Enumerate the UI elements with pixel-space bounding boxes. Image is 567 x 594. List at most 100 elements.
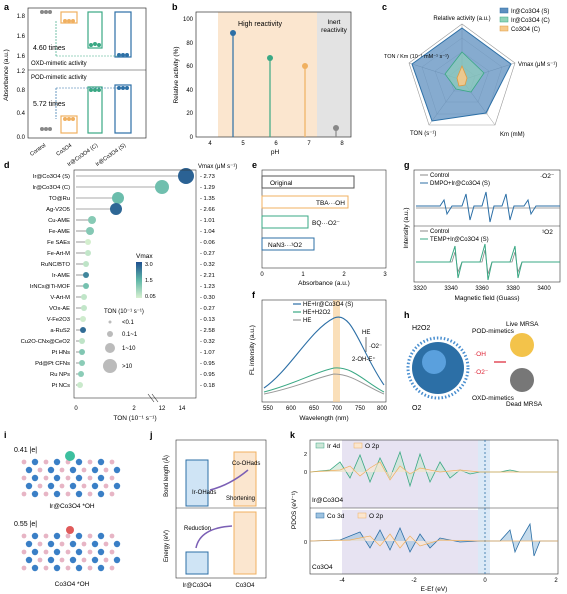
c-axis-3: TON (s⁻¹) <box>410 131 436 137</box>
k-xtick-1: -2 <box>411 578 417 584</box>
i-atom <box>91 466 99 474</box>
h-live: Live MRSA <box>506 321 539 328</box>
a-oxd-label: OXD-mimetic activity <box>31 61 87 67</box>
b-xtick-2: 6 <box>274 141 278 147</box>
d-material-label: RuNC/BTO <box>41 262 71 268</box>
i-atom <box>81 467 87 473</box>
d-points <box>77 168 194 388</box>
d-point <box>79 360 85 366</box>
d-size-dot-0 <box>108 320 112 324</box>
k-bottom-name: Co3O4 <box>312 564 333 571</box>
b-region-inert-label: Inert <box>327 19 340 26</box>
d-point <box>79 349 85 355</box>
f-legend-0: HE+Ir@Co3O4 (S) <box>303 302 353 308</box>
i-atom <box>31 458 39 466</box>
g-top-legend-0: Control <box>430 173 449 179</box>
i-atom <box>59 467 65 473</box>
d-point <box>80 316 86 322</box>
b-ytick-4: 80 <box>186 41 193 47</box>
f-xlabel: Wavelength (nm) <box>299 415 348 422</box>
d-vmax-value: - 0.13 <box>200 317 215 323</box>
e-xtick-2: 2 <box>342 272 346 278</box>
panel-label-a: a <box>4 2 10 12</box>
panel-a: a Absorbance (a.u.) 0.0 0.4 0.8 1.2 1.6 … <box>3 2 147 168</box>
d-size-label-0: <0.1 <box>122 320 135 326</box>
i-atom <box>109 491 115 497</box>
d-xlabel: TON (10⁻¹ s⁻¹) <box>113 415 156 422</box>
a-pod-box-irc <box>87 86 103 134</box>
d-vmax-value: - 0.32 <box>200 262 215 268</box>
d-vmax-value: - 2.73 <box>200 174 215 180</box>
d-vmax-value: - 1.29 <box>200 185 215 191</box>
i-atom <box>69 556 77 564</box>
i-atom <box>31 490 39 498</box>
k-top-legend-1: O 2p <box>365 443 379 450</box>
a-ytick-4: 1.6 <box>17 54 26 60</box>
b-ylabel: Relative activity (%) <box>173 46 180 103</box>
d-material-label: Fe-Art-M <box>47 251 70 257</box>
i-atom <box>87 565 93 571</box>
b-xtick-0: 4 <box>208 141 212 147</box>
i-atom <box>91 482 99 490</box>
d-xtick-2: 12 <box>159 406 166 412</box>
a-cat-0: Control <box>29 143 47 158</box>
h-dead: Dead MRSA <box>506 401 543 408</box>
i-atom <box>75 474 83 482</box>
d-size-dot-2 <box>105 343 115 353</box>
i-atom <box>31 564 39 572</box>
d-material-labels: Ir@Co3O4 (S) Ir@Co3O4 (C) TO@Ru Ag-V2O5 Cu-A… <box>21 174 71 389</box>
a-frame <box>27 7 147 139</box>
d-size-dot-3 <box>103 359 117 373</box>
e-bar-1 <box>261 195 349 209</box>
d-cbar-tick-1: 1.5 <box>145 278 153 284</box>
f-peak-band <box>333 300 340 402</box>
panel-e: e Original TBA···OH BQ···O2⁻ NaN3···¹O2 … <box>252 160 387 287</box>
b-point-3 <box>302 63 308 69</box>
b-inert-region <box>317 12 351 137</box>
d-material-label: IrNCs@Ti-MOF <box>30 284 71 290</box>
d-vmax-value: - 2.58 <box>200 328 215 334</box>
i-atom <box>97 474 105 482</box>
b-point-2 <box>267 55 273 61</box>
f-xtick-0: 550 <box>263 406 274 412</box>
i-atom <box>109 533 115 539</box>
panel-label-k: k <box>290 430 296 440</box>
i-atom <box>87 533 93 539</box>
e-xtick-1: 1 <box>301 272 305 278</box>
e-xlabel: Absorbance (a.u.) <box>298 280 350 287</box>
j-bar-bond-ir <box>185 459 209 507</box>
i-atom <box>75 490 83 498</box>
e-xtick-0: 0 <box>260 272 264 278</box>
d-vmax-value: - 0.27 <box>200 306 215 312</box>
i-atom <box>109 459 115 465</box>
c-axis-4: TON / Km (10⁻¹ mM⁻¹ s⁻¹) <box>384 54 449 60</box>
d-point <box>83 283 89 289</box>
d-point <box>81 294 87 300</box>
g-top-signal <box>416 191 560 223</box>
c-legend-swatch-0 <box>499 7 509 14</box>
k-ytick-2: 0 <box>304 540 307 546</box>
d-size-label-1: 0.1~1 <box>122 332 138 338</box>
e-bar-3 <box>261 237 315 251</box>
e-xtick-3: 3 <box>383 272 387 278</box>
j-bond-1: Ir-OHads <box>192 490 216 496</box>
d-material-label: a-RuS2 <box>50 328 70 334</box>
g-xtick-0: 3320 <box>413 286 427 292</box>
d-size-dot-1 <box>107 331 113 337</box>
d-material-label: Ir-AME <box>52 273 70 279</box>
k-bottom-o2p <box>309 533 558 549</box>
c-axis-0: Relative activity (a.u.) <box>433 16 490 22</box>
j-bar-bond-co <box>233 451 257 507</box>
b-point-1 <box>230 30 236 36</box>
d-point <box>83 272 89 278</box>
j-arrow-shortening <box>209 469 249 491</box>
i-atom <box>53 474 61 482</box>
d-point <box>88 216 96 224</box>
b-xlabel: pH <box>271 149 280 156</box>
h-nanoparticle <box>406 336 470 400</box>
i-adsorbate-1 <box>65 451 75 461</box>
h-oh: ·OH <box>474 351 486 358</box>
i-atom <box>109 475 115 481</box>
d-point <box>85 250 91 256</box>
i-atom <box>87 459 93 465</box>
